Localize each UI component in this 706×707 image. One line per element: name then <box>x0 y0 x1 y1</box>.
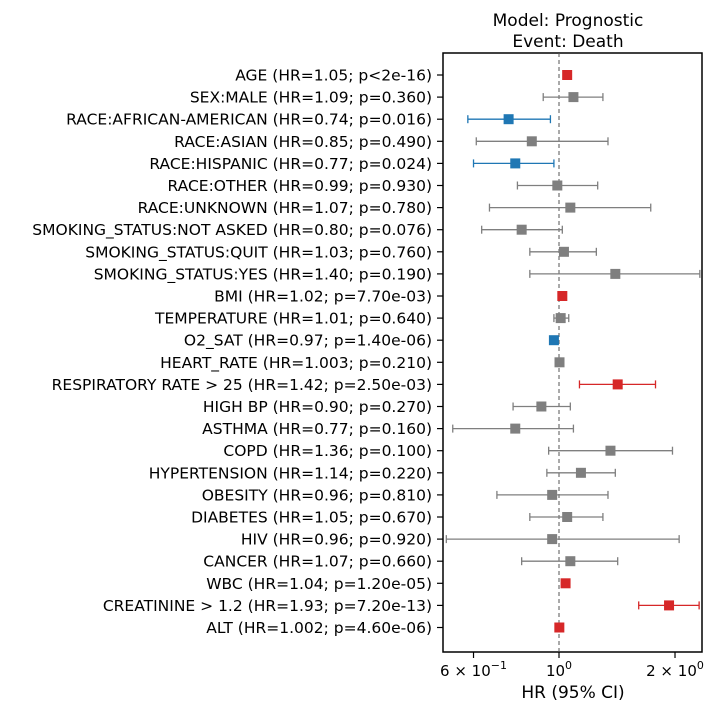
forest-row: SMOKING_STATUS:QUIT (HR=1.03; p=0.760) <box>85 243 598 262</box>
hr-marker <box>558 246 569 257</box>
row-label: RACE:UNKNOWN (HR=1.07; p=0.780) <box>138 199 432 217</box>
hr-marker <box>575 467 586 478</box>
forest-row: HEART_RATE (HR=1.003; p=0.210) <box>160 354 565 373</box>
forest-row: RACE:AFRICAN-AMERICAN (HR=0.74; p=0.016) <box>66 111 552 129</box>
hr-marker <box>565 556 576 567</box>
row-label: O2_SAT (HR=0.97; p=1.40e-06) <box>184 332 432 351</box>
hr-marker <box>612 379 623 390</box>
forest-row: AGE (HR=1.05; p<2e-16) <box>235 67 573 85</box>
x-tick-base: 10 <box>546 662 565 680</box>
row-label: COPD (HR=1.36; p=0.100) <box>223 442 432 460</box>
forest-row: HIGH BP (HR=0.90; p=0.270) <box>203 398 571 416</box>
forest-row: ALT (HR=1.002; p=4.60e-06) <box>206 619 565 637</box>
forest-row: DIABETES (HR=1.05; p=0.670) <box>191 509 604 527</box>
hr-marker <box>547 489 558 500</box>
row-label: AGE (HR=1.05; p<2e-16) <box>235 67 432 85</box>
x-tick-label: 2 × 100 <box>646 659 704 680</box>
rows-group: AGE (HR=1.05; p<2e-16) SEX:MALE (HR=1.09;… <box>32 67 701 637</box>
hr-marker <box>547 534 558 545</box>
row-label: DIABETES (HR=1.05; p=0.670) <box>191 509 432 527</box>
hr-marker <box>503 114 514 125</box>
row-label: HYPERTENSION (HR=1.14; p=0.220) <box>149 464 432 482</box>
row-label: RACE:OTHER (HR=0.99; p=0.930) <box>168 177 433 195</box>
x-tick-base: 2 × 10 <box>646 662 697 680</box>
row-label: RACE:HISPANIC (HR=0.77; p=0.024) <box>149 155 432 173</box>
row-label: WBC (HR=1.04; p=1.20e-05) <box>206 575 432 593</box>
row-label: CANCER (HR=1.07; p=0.660) <box>203 553 432 571</box>
hr-marker <box>664 600 675 611</box>
x-tick-label: 6 × 10−1 <box>440 659 507 680</box>
row-label: ALT (HR=1.002; p=4.60e-06) <box>206 619 432 637</box>
x-tick-exponent: −1 <box>491 659 507 672</box>
forest-row: WBC (HR=1.04; p=1.20e-05) <box>206 575 571 593</box>
forest-row: HYPERTENSION (HR=1.14; p=0.220) <box>149 464 616 482</box>
forest-row: COPD (HR=1.36; p=0.100) <box>223 442 674 460</box>
hr-marker <box>557 291 568 301</box>
forest-row: RESPIRATORY RATE > 25 (HR=1.42; p=2.50e-… <box>52 376 657 394</box>
row-label: SEX:MALE (HR=1.09; p=0.360) <box>190 89 432 107</box>
x-tick-exponent: 0 <box>697 659 704 672</box>
hr-marker <box>562 70 573 80</box>
forest-row: RACE:HISPANIC (HR=0.77; p=0.024) <box>149 155 555 173</box>
row-label: OBESITY (HR=0.96; p=0.810) <box>202 486 432 504</box>
hr-marker <box>605 445 616 456</box>
chart-title-line-1: Model: Prognostic <box>493 11 644 31</box>
forest-row: RACE:OTHER (HR=0.99; p=0.930) <box>168 177 599 195</box>
row-label: CREATININE > 1.2 (HR=1.93; p=7.20e-13) <box>103 597 432 615</box>
hr-marker <box>560 578 571 589</box>
row-label: HIGH BP (HR=0.90; p=0.270) <box>203 398 432 416</box>
row-label: RESPIRATORY RATE > 25 (HR=1.42; p=2.50e-… <box>52 376 432 394</box>
row-label: SMOKING_STATUS:YES (HR=1.40; p=0.190) <box>94 265 432 284</box>
row-label: SMOKING_STATUS:QUIT (HR=1.03; p=0.760) <box>85 243 432 262</box>
forest-row: CREATININE > 1.2 (HR=1.93; p=7.20e-13) <box>103 597 700 615</box>
row-label: SMOKING_STATUS:NOT ASKED (HR=0.80; p=0.0… <box>32 221 432 240</box>
plot-frame <box>442 52 703 653</box>
forest-row: SEX:MALE (HR=1.09; p=0.360) <box>190 89 604 107</box>
forest-row: CANCER (HR=1.07; p=0.660) <box>203 553 619 571</box>
hr-marker <box>526 136 537 147</box>
row-label: HIV (HR=0.96; p=0.920) <box>241 531 432 549</box>
hr-marker <box>554 622 565 633</box>
forest-row: ASTHMA (HR=0.77; p=0.160) <box>202 420 575 438</box>
forest-row: RACE:UNKNOWN (HR=1.07; p=0.780) <box>138 199 652 217</box>
row-label: HEART_RATE (HR=1.003; p=0.210) <box>160 354 432 373</box>
chart-title-line-2: Event: Death <box>512 32 623 52</box>
hr-marker <box>536 401 547 412</box>
hr-marker <box>565 202 576 213</box>
x-axis-label: HR (95% CI) <box>521 683 624 703</box>
forest-row: RACE:ASIAN (HR=0.85; p=0.490) <box>174 133 609 151</box>
forest-row: SMOKING_STATUS:NOT ASKED (HR=0.80; p=0.0… <box>32 221 563 240</box>
forest-row: BMI (HR=1.02; p=7.70e-03) <box>214 288 568 306</box>
hr-marker <box>554 357 565 368</box>
row-label: BMI (HR=1.02; p=7.70e-03) <box>214 288 432 306</box>
x-tick-exponent: 0 <box>565 659 572 672</box>
forest-row: O2_SAT (HR=0.97; p=1.40e-06) <box>184 332 559 351</box>
x-tick-base: 6 × 10 <box>440 662 491 680</box>
row-label: TEMPERATURE (HR=1.01; p=0.640) <box>154 310 432 328</box>
row-label: RACE:ASIAN (HR=0.85; p=0.490) <box>174 133 432 151</box>
hr-marker <box>510 423 521 434</box>
hr-marker <box>562 512 573 522</box>
hr-marker <box>510 158 521 169</box>
row-label: RACE:AFRICAN-AMERICAN (HR=0.74; p=0.016) <box>66 111 432 129</box>
hr-marker <box>555 313 566 324</box>
x-ticks-group: 6 × 10−1 100 2 × 100 <box>440 652 704 680</box>
row-label: ASTHMA (HR=0.77; p=0.160) <box>202 420 432 438</box>
x-tick-label: 100 <box>546 659 572 680</box>
hr-marker <box>568 92 579 103</box>
hr-marker <box>610 268 621 279</box>
hr-marker <box>552 180 563 191</box>
forest-row: TEMPERATURE (HR=1.01; p=0.640) <box>154 310 570 328</box>
forest-row: SMOKING_STATUS:YES (HR=1.40; p=0.190) <box>94 265 701 284</box>
hr-marker <box>516 224 527 235</box>
forest-row: OBESITY (HR=0.96; p=0.810) <box>202 486 609 504</box>
forest-row: HIV (HR=0.96; p=0.920) <box>241 531 680 549</box>
hr-marker <box>548 335 559 346</box>
